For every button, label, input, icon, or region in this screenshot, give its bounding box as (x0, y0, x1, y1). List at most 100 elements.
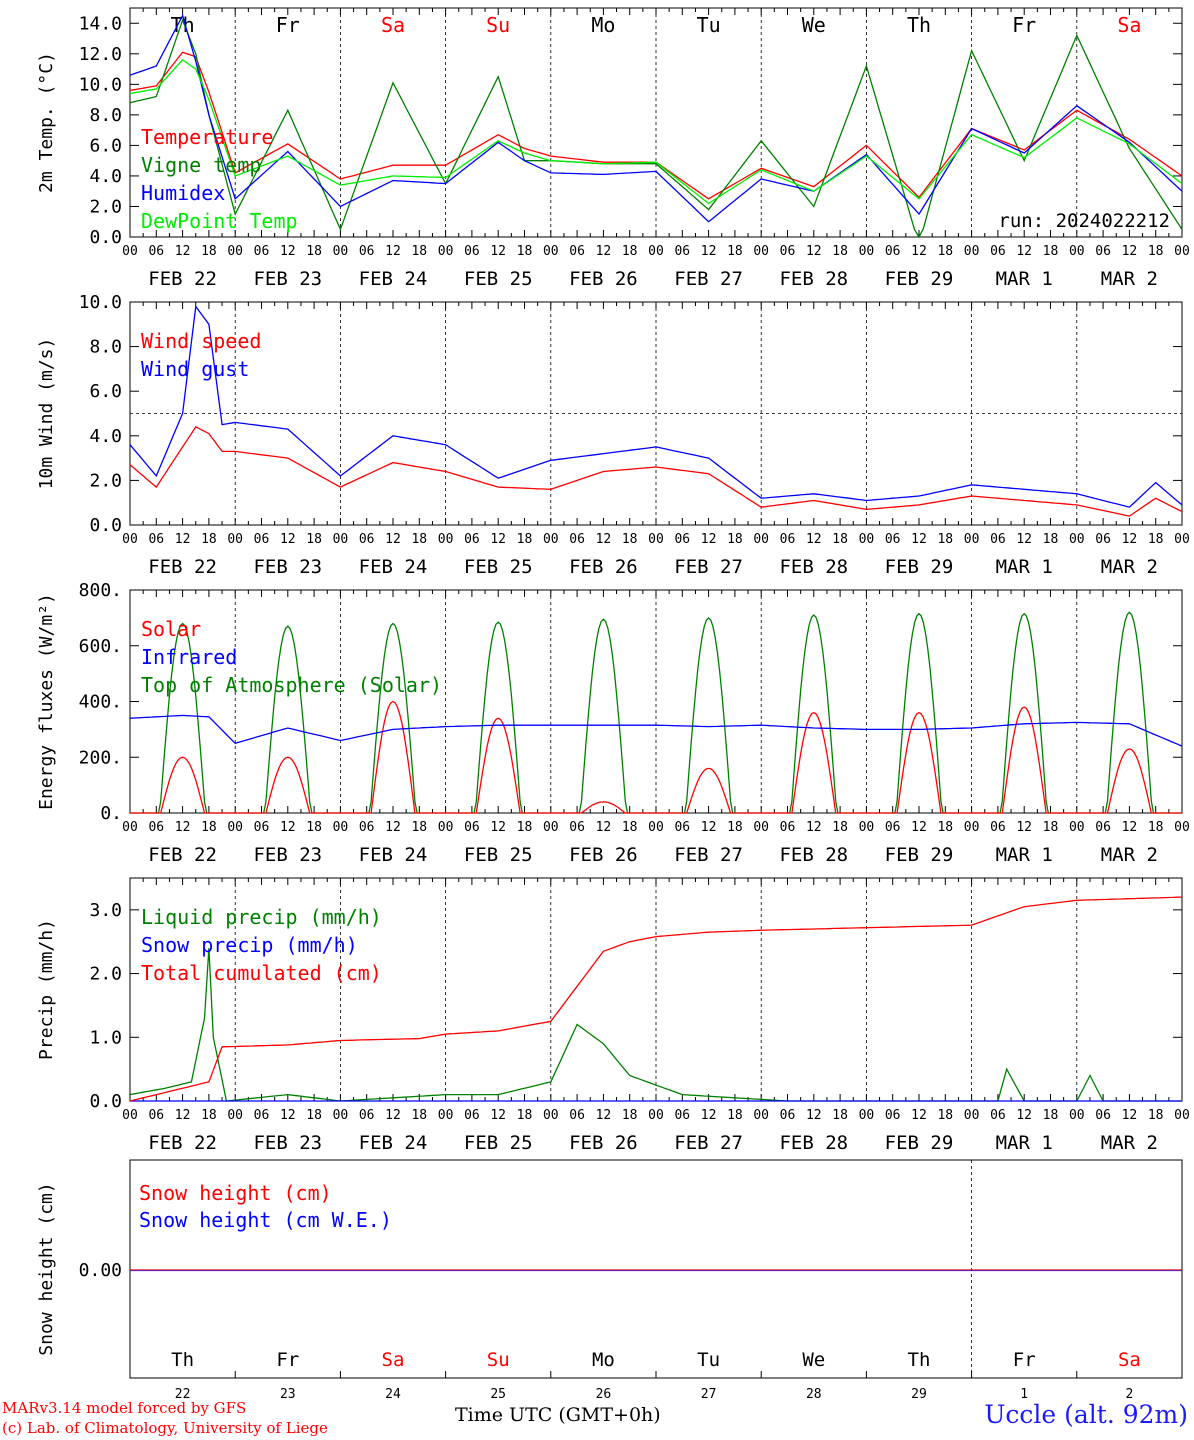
hour-label: 12 (490, 1108, 506, 1123)
bottom-day-label: Su (487, 1349, 510, 1371)
hour-label: 00 (964, 820, 980, 835)
legend-1: Vigne temp (141, 153, 261, 177)
hour-label: 18 (1148, 820, 1164, 835)
top-day-label: Fr (276, 13, 300, 37)
hour-label: 06 (780, 532, 796, 547)
time-axis-label: Time UTC (GMT+0h) (455, 1404, 661, 1426)
top-day-label: Mo (591, 13, 615, 37)
hour-label: 00 (227, 820, 243, 835)
date-label: MAR 1 (996, 1132, 1053, 1154)
hour-label: 00 (964, 532, 980, 547)
solar-line (130, 700, 1182, 814)
hour-label: 00 (1069, 1108, 1085, 1123)
date-label: FEB 28 (779, 268, 848, 290)
hour-label: 06 (674, 820, 690, 835)
date-label: FEB 29 (885, 1132, 954, 1154)
hour-label: 06 (780, 244, 796, 259)
hour-label: 12 (806, 244, 822, 259)
temp-y-tick-label: 2.0 (89, 196, 122, 217)
hour-label: 00 (543, 532, 559, 547)
wind-y-tick-label: 2.0 (89, 470, 122, 491)
hour-label: 12 (911, 532, 927, 547)
hour-label: 06 (674, 532, 690, 547)
wind-y-tick-label: 4.0 (89, 426, 122, 447)
infrared-line (129, 714, 1183, 747)
hour-label: 00 (648, 1108, 664, 1123)
hour-label: 12 (1122, 532, 1138, 547)
hour-label: 06 (359, 532, 375, 547)
wind-y-tick-label: 0.0 (89, 515, 122, 536)
hour-label: 06 (148, 244, 164, 259)
energy-y-tick-label: 800. (79, 580, 122, 601)
hour-label: 00 (1069, 820, 1085, 835)
snow-y-tick-label: 0.00 (79, 1260, 122, 1281)
hour-label: 06 (359, 244, 375, 259)
bottom-day-number: 22 (175, 1387, 191, 1402)
hour-label: 06 (780, 1108, 796, 1123)
hour-label: 00 (227, 244, 243, 259)
hour-label: 18 (937, 244, 953, 259)
date-label: FEB 29 (885, 268, 954, 290)
bottom-day-number: 29 (911, 1387, 927, 1402)
hour-label: 06 (359, 820, 375, 835)
hour-label: 00 (122, 1108, 138, 1123)
hour-label: 18 (1043, 820, 1059, 835)
bottom-day-label: Mo (592, 1349, 615, 1371)
date-label: FEB 26 (569, 268, 638, 290)
legend-2: Total cumulated (cm) (141, 961, 382, 985)
precip-y-tick-label: 3.0 (89, 900, 122, 921)
hour-label: 12 (280, 1108, 296, 1123)
hour-label: 06 (1095, 1108, 1111, 1123)
hour-label: 06 (254, 820, 270, 835)
energy-y-tick-label: 400. (79, 692, 122, 713)
date-label: FEB 28 (779, 844, 848, 866)
legend-2: Top of Atmosphere (Solar) (141, 673, 442, 697)
bottom-day-number: 26 (596, 1387, 612, 1402)
hour-label: 18 (201, 244, 217, 259)
bottom-day-label: Tu (697, 1349, 720, 1371)
date-label: MAR 2 (1101, 844, 1158, 866)
bottom-day-number: 1 (1020, 1387, 1028, 1402)
hour-label: 18 (517, 244, 533, 259)
legend-2: Humidex (141, 181, 225, 205)
hour-label: 18 (727, 820, 743, 835)
hour-label: 06 (674, 244, 690, 259)
hour-label: 18 (201, 1108, 217, 1123)
hour-label: 06 (1095, 820, 1111, 835)
hour-label: 18 (306, 1108, 322, 1123)
hour-label: 12 (596, 820, 612, 835)
hour-label: 12 (806, 532, 822, 547)
model-credit: MARv3.14 model forced by GFS (2, 1399, 247, 1417)
energy-y-tick-label: 200. (79, 747, 122, 768)
hour-label: 12 (1016, 820, 1032, 835)
hour-label: 06 (359, 1108, 375, 1123)
top-day-label: Tu (697, 13, 721, 37)
hour-label: 00 (648, 820, 664, 835)
panel-3-frame (129, 589, 1183, 814)
hour-label: 00 (859, 532, 875, 547)
hour-label: 00 (438, 1108, 454, 1123)
wind-y-tick-label: 10.0 (79, 292, 122, 313)
hour-label: 12 (806, 820, 822, 835)
date-label: FEB 26 (569, 1132, 638, 1154)
hour-label: 00 (753, 1108, 769, 1123)
hour-label: 18 (1043, 532, 1059, 547)
hour-label: 18 (201, 820, 217, 835)
hour-label: 00 (753, 244, 769, 259)
hour-label: 18 (727, 244, 743, 259)
legend-0: Solar (141, 617, 201, 641)
temp-y-axis-title: 2m Temp. (°C) (36, 52, 57, 193)
temp-y-tick-label: 12.0 (79, 44, 122, 65)
hour-label: 12 (280, 820, 296, 835)
hour-label: 00 (122, 532, 138, 547)
date-label: FEB 23 (253, 556, 322, 578)
hour-label: 00 (1069, 532, 1085, 547)
date-label: FEB 27 (674, 268, 743, 290)
hour-label: 18 (622, 244, 638, 259)
top-day-label: Sa (381, 13, 405, 37)
hour-label: 18 (622, 532, 638, 547)
legend-1: Wind gust (141, 357, 249, 381)
hour-label: 18 (411, 244, 427, 259)
hour-label: 00 (122, 244, 138, 259)
hour-label: 18 (306, 244, 322, 259)
